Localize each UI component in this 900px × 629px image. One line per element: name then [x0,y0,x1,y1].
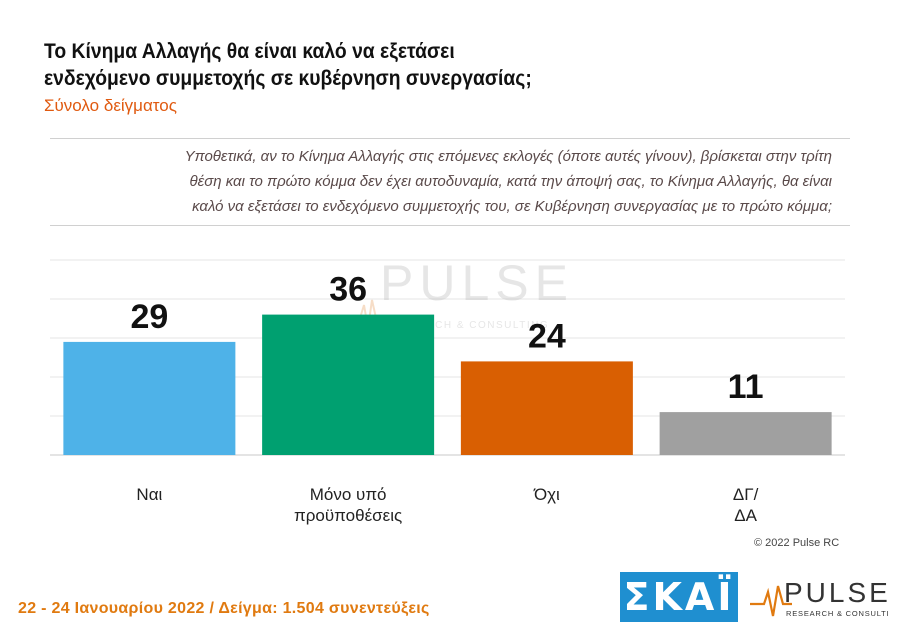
question-line-1: Υποθετικά, αν το Κίνημα Αλλαγής στις επό… [184,148,832,165]
bar-value-label: 11 [728,368,764,406]
pulse-logo-tagline: RESEARCH & CONSULTING [786,609,888,618]
bar [659,412,832,455]
question-top-divider [50,138,850,139]
watermark-tagline: RESEARCH & CONSULTING [385,320,549,331]
category-label: Όχι [533,485,560,504]
title-line-2: ενδεχόμενο συμμετοχής σε κυβέρνηση συνερ… [44,67,532,90]
pulse-logo: PULSE RESEARCH & CONSULTING [750,577,888,618]
pulse-logo-brand: PULSE [784,577,888,608]
pulse-logo-line [750,585,792,617]
footer-fieldwork-info: 22 - 24 Ιανουαρίου 2022 / Δείγμα: 1.504 … [18,600,430,617]
category-label: Μόνο υπό [310,485,387,504]
category-label: ΔΓ/ [733,485,759,504]
question-bottom-divider [50,225,850,226]
bars [63,314,832,455]
bar-value-label: 29 [130,298,168,336]
bar [460,361,633,455]
watermark-brand: PULSE [380,255,574,311]
chart-title: Το Κίνημα Αλλαγής θα είναι καλό να εξετά… [44,38,596,92]
skai-logo: ΣΚΑΪ [620,572,738,622]
bar [262,314,435,455]
copyright-text: © 2022 Pulse RC [754,537,840,549]
bar-value-label: 36 [329,271,367,309]
pulse-watermark: PULSE RESEARCH & CONSULTING [348,255,574,331]
question-line-3: καλό να εξετάσει το ενδεχόμενο συμμετοχή… [192,198,832,215]
value-labels: 29 36 24 11 [130,271,763,407]
bar [63,341,236,455]
category-label: Ναι [136,485,162,504]
question-text: Υποθετικά, αν το Κίνημα Αλλαγής στις επό… [60,144,832,219]
bar-value-label: 24 [528,317,566,355]
question-line-2: θέση και το πρώτο κόμμα δεν έχει αυτοδυν… [189,173,832,190]
chart-subtitle: Σύνολο δείγματος [44,96,177,115]
title-line-1: Το Κίνημα Αλλαγής θα είναι καλό να εξετά… [44,40,455,63]
category-label: προϋποθέσεις [294,506,402,525]
category-label: ΔΑ [734,506,757,525]
category-labels: Ναι Μόνο υπό προϋποθέσεις Όχι ΔΓ/ΔΑ [136,485,758,525]
